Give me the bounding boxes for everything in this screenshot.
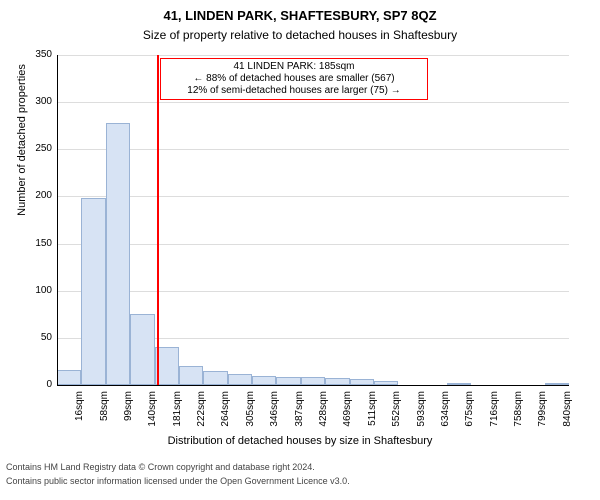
histogram-bar xyxy=(130,314,154,385)
histogram-bar xyxy=(301,377,325,385)
y-tick-label: 250 xyxy=(20,143,52,154)
x-tick-label: 716sqm xyxy=(489,391,500,431)
histogram-bar xyxy=(276,377,300,385)
marker-line xyxy=(157,55,159,385)
y-tick-label: 100 xyxy=(20,285,52,296)
annotation-box: 41 LINDEN PARK: 185sqm ← 88% of detached… xyxy=(160,58,428,100)
x-tick-label: 758sqm xyxy=(513,391,524,431)
y-tick-label: 150 xyxy=(20,238,52,249)
histogram-bar xyxy=(57,370,81,385)
x-tick-label: 469sqm xyxy=(342,391,353,431)
x-axis-line xyxy=(57,385,569,386)
x-tick-label: 305sqm xyxy=(245,391,256,431)
annotation-line-2: ← 88% of detached houses are smaller (56… xyxy=(165,73,423,85)
x-tick-label: 222sqm xyxy=(196,391,207,431)
histogram-bar xyxy=(179,366,203,385)
chart-subtitle: Size of property relative to detached ho… xyxy=(0,28,600,42)
footer-line-2: Contains public sector information licen… xyxy=(6,476,350,486)
x-tick-label: 58sqm xyxy=(99,391,110,431)
x-tick-label: 16sqm xyxy=(74,391,85,431)
x-tick-label: 264sqm xyxy=(220,391,231,431)
gridline xyxy=(57,55,569,56)
histogram-bar xyxy=(252,376,276,385)
y-tick-label: 0 xyxy=(20,379,52,390)
gridline xyxy=(57,244,569,245)
x-tick-label: 511sqm xyxy=(367,391,378,431)
gridline xyxy=(57,291,569,292)
histogram-bar xyxy=(203,371,227,385)
x-tick-label: 387sqm xyxy=(294,391,305,431)
y-axis-line xyxy=(57,55,58,385)
x-axis-label: Distribution of detached houses by size … xyxy=(0,435,600,447)
annotation-line-3: 12% of semi-detached houses are larger (… xyxy=(165,85,423,97)
plot-area xyxy=(57,55,569,385)
x-tick-label: 140sqm xyxy=(147,391,158,431)
y-tick-label: 200 xyxy=(20,190,52,201)
x-tick-label: 181sqm xyxy=(172,391,183,431)
y-tick-label: 50 xyxy=(20,332,52,343)
histogram-bar xyxy=(325,378,349,385)
histogram-bar xyxy=(228,374,252,385)
x-tick-label: 428sqm xyxy=(318,391,329,431)
gridline xyxy=(57,102,569,103)
x-tick-label: 99sqm xyxy=(123,391,134,431)
chart-container: { "chart": { "type": "histogram", "title… xyxy=(0,0,600,500)
x-tick-label: 552sqm xyxy=(391,391,402,431)
x-tick-label: 634sqm xyxy=(440,391,451,431)
x-tick-label: 799sqm xyxy=(537,391,548,431)
annotation-line-1: 41 LINDEN PARK: 185sqm xyxy=(165,61,423,73)
gridline xyxy=(57,196,569,197)
x-tick-label: 346sqm xyxy=(269,391,280,431)
histogram-bar xyxy=(106,123,130,385)
histogram-bar xyxy=(81,198,105,385)
x-tick-label: 675sqm xyxy=(464,391,475,431)
y-tick-label: 300 xyxy=(20,96,52,107)
chart-title: 41, LINDEN PARK, SHAFTESBURY, SP7 8QZ xyxy=(0,8,600,23)
x-tick-label: 593sqm xyxy=(416,391,427,431)
footer-line-1: Contains HM Land Registry data © Crown c… xyxy=(6,462,315,472)
y-tick-label: 350 xyxy=(20,49,52,60)
x-tick-label: 840sqm xyxy=(562,391,573,431)
gridline xyxy=(57,149,569,150)
